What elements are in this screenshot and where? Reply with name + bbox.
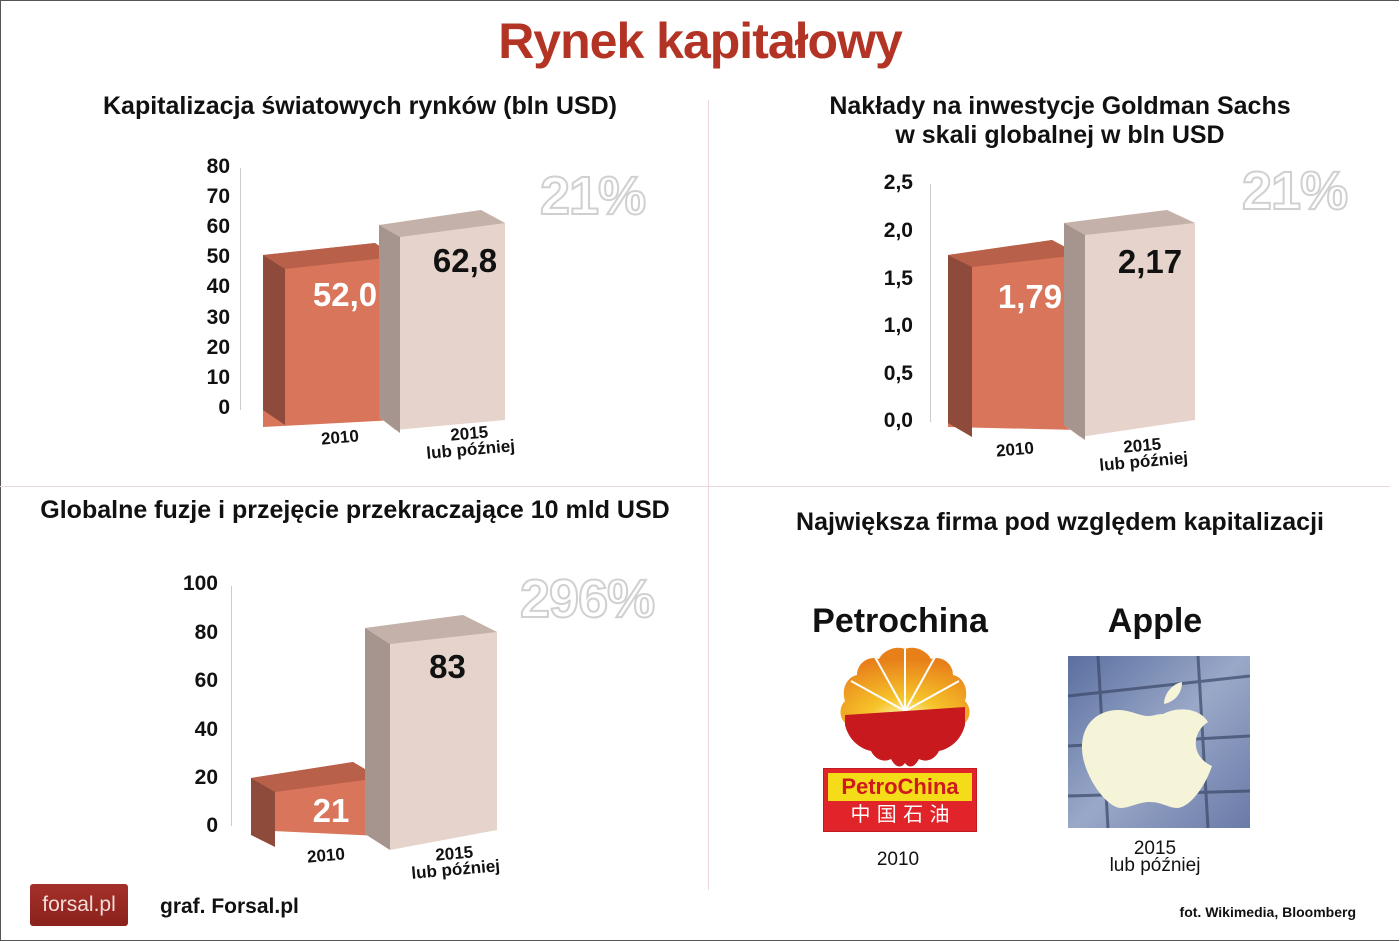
tick: 0 [206,814,218,837]
tick: 40 [194,718,218,741]
petrochina-shell-icon [840,647,970,767]
apple-store-photo [1068,656,1250,828]
tick: 50 [206,245,230,268]
y-axis [240,168,241,410]
forsal-logo[interactable]: forsal.pl [30,884,128,926]
bar-value-2015: 2,17 [1117,243,1183,280]
bar-value-2015: 62,8 [432,242,498,279]
tick: 1,5 [883,267,913,290]
bar-value-2015: 83 [429,648,466,685]
apple-logo-icon [1068,656,1250,828]
vertical-divider [708,100,709,890]
y-axis [231,586,232,826]
petrochina-logo-text: PetroChina [828,773,972,801]
company-name-2010: Petrochina [812,602,988,640]
title-line: w skali globalnej w bln USD [895,121,1225,149]
tick: 60 [206,215,230,238]
tick: 100 [182,572,218,595]
tick: 10 [206,366,230,389]
bars [263,210,505,433]
change-percent: 21% [1241,160,1349,222]
year-2010: 2010 [876,849,920,870]
bar-value-2010: 1,79 [997,278,1063,315]
tick: 1,0 [883,314,913,337]
panel-title: Globalne fuzje i przejęcie przekraczając… [40,496,670,524]
bar-value-2010: 52,0 [312,276,378,313]
change-percent: 296% [519,568,656,630]
bars [251,615,497,850]
panel-title: Największa firma pod względem kapitaliza… [796,508,1324,536]
tick: 0,0 [883,409,913,432]
tick: 2,5 [883,171,913,194]
bar-value-2010: 21 [312,792,350,829]
tick: 80 [206,155,230,178]
year-label: 2015 [1133,838,1177,859]
tick: 70 [206,185,230,208]
change-percent: 21% [539,165,647,227]
title-line: Nakłady na inwestycje Goldman Sachs [829,92,1291,120]
y-axis [930,184,931,422]
panel-title: Nakłady na inwestycje Goldman Sachs w ska… [760,92,1360,150]
horizontal-divider [0,486,1390,487]
tick: 2,0 [883,219,913,242]
tick: 0 [218,396,230,419]
tick: 0,5 [883,362,913,385]
year-2015: 2015 lub później [1095,838,1215,876]
graphic-credit: graf. Forsal.pl [160,895,299,918]
panel-title: Kapitalizacja światowych rynków (bln USD… [102,92,617,120]
year-note: lub później [1109,855,1201,876]
bars [948,210,1195,440]
page-title: Rynek kapitałowy [498,13,903,69]
tick: 20 [206,336,230,359]
petrochina-logo-badge: PetroChina 中 国 石 油 [823,768,977,832]
tick: 20 [194,766,218,789]
company-name-2015: Apple [1107,602,1203,640]
tick: 40 [206,275,230,298]
tick: 30 [206,306,230,329]
tick: 60 [194,669,218,692]
tick: 80 [194,621,218,644]
petrochina-logo-cn: 中 国 石 油 [850,802,950,826]
photo-credit: fot. Wikimedia, Bloomberg [1179,904,1356,920]
